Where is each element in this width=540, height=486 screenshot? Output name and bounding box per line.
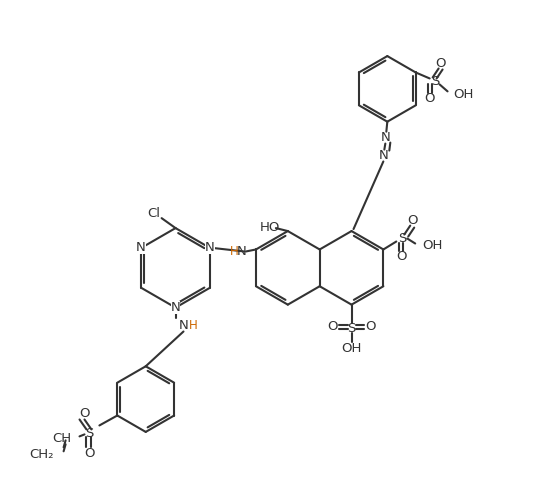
Text: N: N	[136, 242, 146, 255]
Text: S: S	[398, 232, 407, 245]
Text: O: O	[84, 447, 94, 460]
Text: N: N	[381, 131, 390, 144]
Text: N: N	[179, 319, 188, 332]
Text: H: H	[230, 245, 239, 258]
Text: N: N	[237, 245, 247, 258]
Text: N: N	[205, 242, 215, 255]
Text: CH₂: CH₂	[29, 448, 53, 461]
Text: O: O	[79, 407, 90, 420]
Text: OH: OH	[454, 88, 474, 101]
Text: N: N	[171, 301, 180, 314]
Text: O: O	[407, 214, 417, 227]
Text: O: O	[327, 320, 338, 333]
Text: S: S	[347, 322, 356, 335]
Text: HO: HO	[260, 221, 280, 234]
Text: CH: CH	[52, 432, 72, 445]
Text: OH: OH	[422, 239, 443, 252]
Text: N: N	[379, 149, 388, 162]
Text: Cl: Cl	[147, 207, 160, 220]
Text: S: S	[85, 427, 93, 440]
Text: O: O	[396, 250, 407, 263]
Text: O: O	[424, 92, 435, 105]
Text: O: O	[435, 57, 446, 70]
Text: O: O	[365, 320, 376, 333]
Text: S: S	[431, 75, 440, 88]
Text: OH: OH	[341, 342, 362, 355]
Text: H: H	[189, 319, 198, 332]
